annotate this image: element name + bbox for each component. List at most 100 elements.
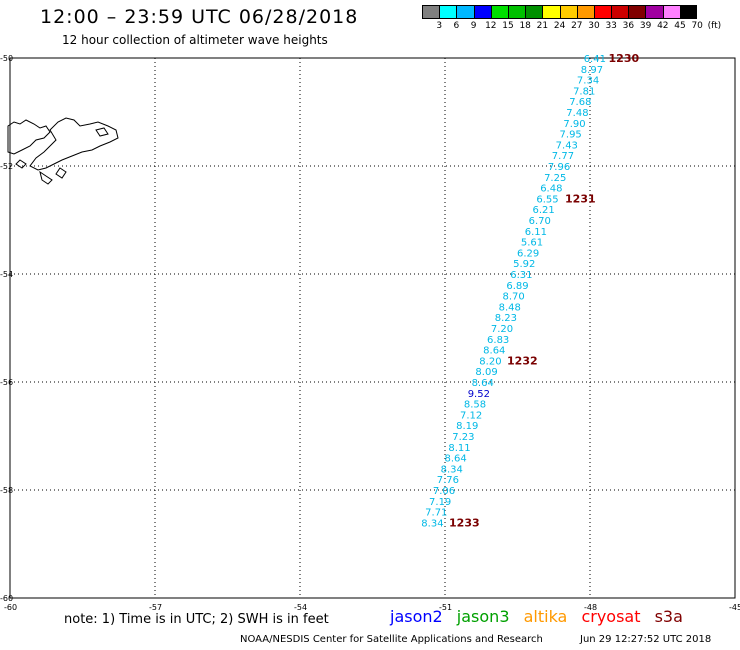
latitude-tick-label: -60 <box>0 594 13 603</box>
latitude-tick-label: -52 <box>0 162 13 171</box>
colorbar-tick-label: 18 <box>519 21 531 31</box>
wave-height-label: 9.52 <box>468 389 490 400</box>
colorbar-tick-label: 27 <box>571 21 583 31</box>
track-time-label: 1231 <box>565 192 596 205</box>
wave-height-label: 7.23 <box>452 432 474 443</box>
colorbar-unit: (ft) <box>707 21 722 31</box>
wave-height-label: 6.70 <box>529 216 551 227</box>
colorbar-cell <box>576 5 594 19</box>
wave-height-colorbar <box>422 5 697 19</box>
credit-line: NOAA/NESDIS Center for Satellite Applica… <box>240 634 543 645</box>
colorbar-cell <box>662 5 680 19</box>
wave-height-label: 6.41 <box>584 54 606 65</box>
colorbar-cell <box>507 5 526 19</box>
latitude-tick-label: -54 <box>0 270 13 279</box>
wave-height-label: 8.58 <box>464 400 486 411</box>
wave-height-label: 5.92 <box>513 259 535 270</box>
wave-height-label: 7.81 <box>573 86 595 97</box>
wave-height-label: 8.11 <box>448 443 470 454</box>
colorbar-cell <box>439 5 457 19</box>
longitude-tick-label: -51 <box>439 603 452 612</box>
wave-height-label: 6.83 <box>487 335 509 346</box>
colorbar-cell <box>422 5 440 19</box>
colorbar-tick-label: 12 <box>485 21 497 31</box>
wave-height-label: 7.90 <box>563 119 585 130</box>
longitude-tick-label: -57 <box>149 603 162 612</box>
falkland-islands-coastline <box>7 117 119 185</box>
wave-height-label: 6.89 <box>506 281 528 292</box>
colorbar-cell <box>525 5 543 19</box>
wave-height-label: 6.21 <box>532 205 554 216</box>
latitude-tick-label: -56 <box>0 378 13 387</box>
colorbar-tick-label: 3 <box>436 21 443 31</box>
colorbar-tick-label: 70 <box>691 21 703 31</box>
colorbar-tick-label: 45 <box>674 21 686 31</box>
track-time-label: 1230 <box>609 52 640 65</box>
axis-tick-labels: -60 -57 -54 -51 -48 -45 -50 -52 -54 -56 -58 -60 <box>0 54 740 612</box>
wave-height-label: 8.34 <box>441 464 463 475</box>
track-time-labels: 1230 1231 1232 1233 <box>449 52 639 529</box>
colorbar-tick-label: 33 <box>605 21 617 31</box>
colorbar-cell <box>559 5 577 19</box>
colorbar-tick-label: 39 <box>639 21 652 31</box>
wave-height-label: 5.61 <box>521 238 543 249</box>
wave-height-label: 7.77 <box>552 151 574 162</box>
wave-height-label: 6.48 <box>540 184 562 195</box>
colorbar-cell <box>473 5 491 19</box>
colorbar-cell <box>456 5 474 19</box>
wave-height-label: 8.64 <box>472 378 494 389</box>
colorbar-tick-label: 36 <box>622 21 635 31</box>
colorbar-tick-label: 30 <box>588 21 600 31</box>
wave-height-label: 6.11 <box>525 227 547 238</box>
colorbar-cell <box>628 5 646 19</box>
legend-altika: altika <box>523 607 568 626</box>
wave-height-label: 7.12 <box>460 410 482 421</box>
colorbar-tick-label: 15 <box>502 21 514 31</box>
map-subtitle: 12 hour collection of altimeter wave hei… <box>62 33 328 47</box>
longitude-tick-label: -54 <box>294 603 307 612</box>
wave-height-label: 8.64 <box>445 454 467 465</box>
wave-height-label: 7.43 <box>556 140 578 151</box>
wave-height-label: 7.68 <box>569 97 591 108</box>
wave-height-label: 6.31 <box>510 270 532 281</box>
colorbar-labels: 3 6 9 12 15 18 21 24 27 30 33 36 39 42 45 70 (ft) <box>422 21 740 33</box>
wave-height-label: 8.64 <box>483 346 505 357</box>
wave-height-label: 8.97 <box>581 65 603 76</box>
wave-height-label: 8.70 <box>503 292 525 303</box>
wave-height-label: 6.55 <box>536 194 558 205</box>
colorbar-cell <box>490 5 508 19</box>
legend-jason3: jason3 <box>456 607 510 626</box>
wave-height-label: 8.48 <box>499 302 521 313</box>
wave-height-label: 7.25 <box>544 173 566 184</box>
wave-height-label: 8.23 <box>495 313 517 324</box>
latitude-tick-label: -50 <box>0 54 13 63</box>
wave-height-label: 8.20 <box>479 356 501 367</box>
wave-height-label: 6.29 <box>517 248 539 259</box>
credit-timestamp: Jun 29 12:27:52 UTC 2018 <box>580 634 712 645</box>
wave-height-label: 7.20 <box>491 324 513 335</box>
satellite-legend: jason2 jason3 altika cryosat s3a <box>390 607 692 626</box>
longitude-tick-label: -48 <box>584 603 597 612</box>
wave-height-label: 7.95 <box>560 130 582 141</box>
colorbar-cell <box>611 5 629 19</box>
colorbar-tick-label: 6 <box>453 21 460 31</box>
footnote: note: 1) Time is in UTC; 2) SWH is in fe… <box>64 612 329 627</box>
wave-height-label: 7.06 <box>433 486 455 497</box>
legend-cryosat: cryosat <box>581 607 641 626</box>
colorbar-tick-label: 24 <box>553 21 566 31</box>
map-grid <box>9 57 736 599</box>
colorbar-cell <box>542 5 560 19</box>
legend-jason2: jason2 <box>390 607 443 626</box>
colorbar-cell <box>645 5 663 19</box>
latitude-tick-label: -58 <box>0 486 13 495</box>
wave-height-label: 7.96 <box>548 162 570 173</box>
map-title: 12:00 – 23:59 UTC 06/28/2018 <box>40 6 359 28</box>
track-time-label: 1233 <box>449 516 480 529</box>
wave-height-label: 7.71 <box>425 508 447 519</box>
colorbar-tick-label: 9 <box>470 21 477 31</box>
wave-height-label: 7.34 <box>577 76 599 87</box>
track-time-label: 1232 <box>507 354 538 367</box>
longitude-tick-label: -45 <box>729 603 740 612</box>
wave-height-label: 7.19 <box>429 497 451 508</box>
